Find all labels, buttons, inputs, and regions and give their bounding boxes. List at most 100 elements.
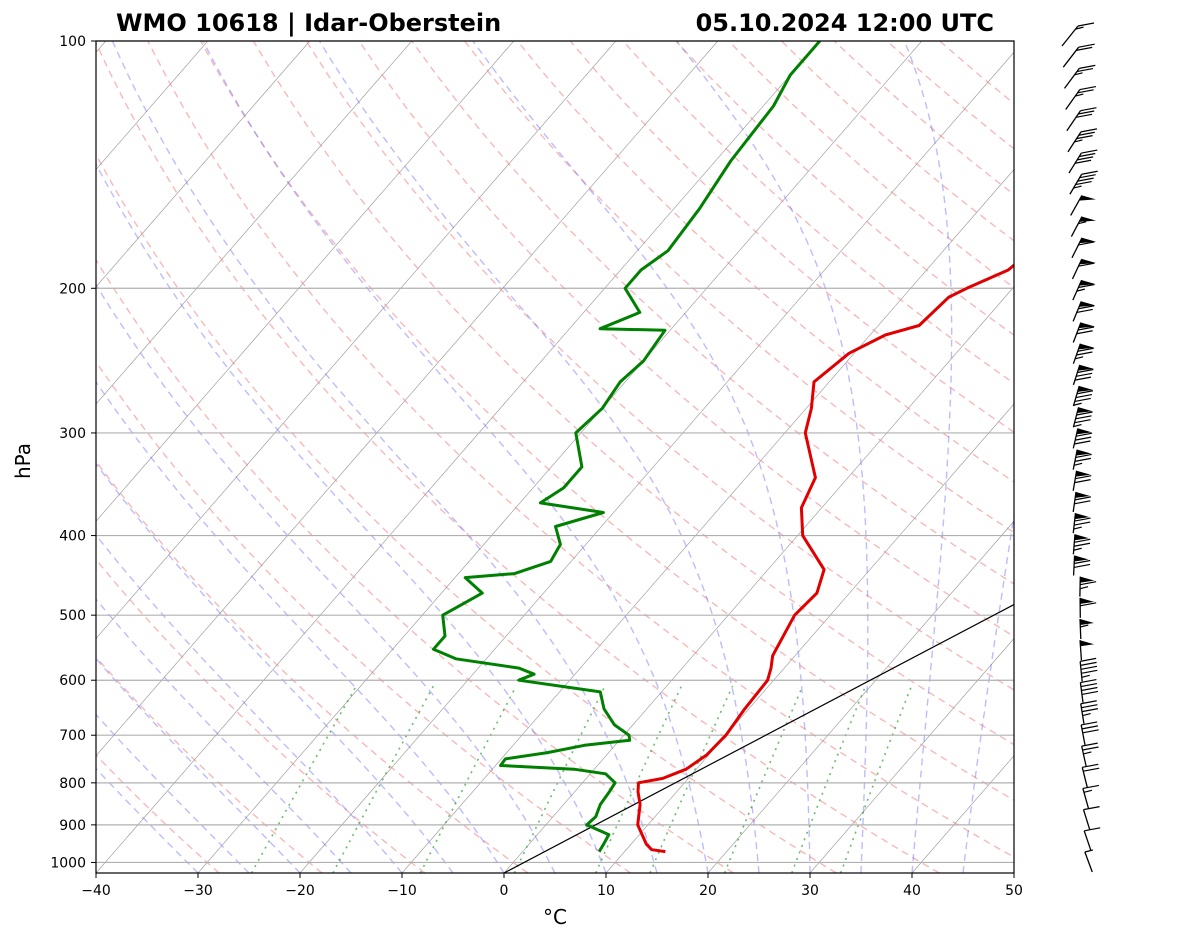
wind-barb-flag bbox=[1074, 517, 1091, 522]
moist-adiabat-line bbox=[676, 41, 869, 873]
wind-barb-half-flag bbox=[1076, 288, 1085, 292]
x-tick-label: −20 bbox=[285, 883, 315, 899]
wind-barb bbox=[1079, 657, 1098, 682]
isotherm-line bbox=[197, 41, 923, 873]
wind-barb-pennant bbox=[1079, 237, 1096, 244]
dry-adiabat-line bbox=[516, 41, 1014, 483]
wind-barb-flag bbox=[1077, 22, 1095, 27]
y-tick-label: 500 bbox=[59, 608, 86, 624]
dry-adiabat-line bbox=[728, 41, 1014, 289]
wind-barb-staff bbox=[1082, 809, 1091, 830]
wind-barb-half-flag bbox=[1073, 402, 1082, 406]
wind-barb-flag bbox=[1080, 700, 1097, 705]
wind-barb-pennant bbox=[1078, 364, 1094, 371]
wind-barb-flag bbox=[1080, 128, 1098, 133]
wind-barb-staff bbox=[1065, 89, 1081, 110]
dry-adiabat-line bbox=[147, 41, 1014, 859]
wind-barb bbox=[1082, 784, 1099, 809]
wind-barb-pennant bbox=[1078, 343, 1095, 350]
wind-barb-flag bbox=[1075, 475, 1092, 480]
wind-barb-staff bbox=[1070, 195, 1083, 216]
wind-barb-flag bbox=[1083, 767, 1100, 772]
wind-barb-staff bbox=[1072, 449, 1078, 470]
wind-barb-flag bbox=[1074, 440, 1091, 445]
wind-barb-staff bbox=[1071, 258, 1083, 280]
wind-barb-flag bbox=[1074, 397, 1091, 403]
wind-barb-half-flag bbox=[1081, 674, 1090, 678]
x-tick-label: 10 bbox=[597, 883, 615, 899]
dry-adiabat-line bbox=[780, 41, 1014, 242]
dry-adiabat-line bbox=[96, 460, 529, 873]
moist-adiabat-line bbox=[1013, 868, 1014, 873]
wind-barb-flag bbox=[1074, 500, 1091, 505]
x-tick-label: 40 bbox=[903, 883, 921, 899]
wind-barb-flag bbox=[1078, 283, 1095, 289]
dry-adiabat-line bbox=[96, 558, 426, 873]
y-tick-label: 600 bbox=[59, 673, 86, 689]
wind-barb bbox=[1081, 742, 1099, 767]
wind-barb-flag bbox=[1082, 763, 1099, 768]
wind-barb bbox=[1079, 640, 1095, 661]
wind-barb-staff bbox=[1072, 301, 1082, 322]
wind-barb-flag bbox=[1077, 89, 1094, 94]
moist-adiabat-line bbox=[96, 162, 607, 873]
wind-barb-flag bbox=[1083, 806, 1100, 811]
wind-barb bbox=[1079, 576, 1097, 597]
wind-barb-half-flag bbox=[1078, 221, 1087, 225]
wind-barb-half-flag bbox=[1073, 547, 1082, 551]
wind-barb-staff bbox=[1072, 364, 1081, 386]
chart-title-right: 05.10.2024 12:00 UTC bbox=[696, 9, 994, 37]
wind-barb bbox=[1068, 149, 1098, 174]
mixing-ratio-line bbox=[649, 685, 734, 873]
wind-barb bbox=[1071, 258, 1096, 280]
wind-barb-flag bbox=[1082, 729, 1099, 734]
dry-adiabat-line bbox=[833, 41, 1014, 196]
wind-barb-staff bbox=[1079, 618, 1082, 640]
wind-barb-pennant bbox=[1079, 216, 1096, 222]
wind-barb-staff bbox=[1072, 513, 1077, 534]
wind-barb bbox=[1072, 279, 1096, 301]
mixing-ratio-line bbox=[419, 685, 517, 873]
moist-adiabat-line bbox=[96, 713, 250, 873]
wind-barb-flag bbox=[1076, 308, 1093, 314]
wind-barb-flag bbox=[1076, 390, 1094, 395]
wind-barb-pennant bbox=[1080, 640, 1095, 647]
profile-lines bbox=[432, 41, 1014, 873]
wind-barb-half-flag bbox=[1074, 72, 1083, 76]
wind-barb bbox=[1072, 385, 1094, 407]
isotherm-line bbox=[401, 169, 1014, 873]
wind-barb-staff bbox=[1083, 830, 1092, 852]
wind-barb bbox=[1082, 806, 1100, 830]
dry-adiabat-line bbox=[305, 41, 1014, 691]
wind-barb-half-flag bbox=[1074, 139, 1083, 143]
wind-barb-staff bbox=[1080, 703, 1085, 724]
wind-barb-flag bbox=[1080, 678, 1097, 684]
wind-barb bbox=[1072, 449, 1092, 470]
dry-adiabat-line bbox=[96, 753, 220, 873]
isotherm-line bbox=[1116, 41, 1181, 873]
x-tick-label: −30 bbox=[183, 883, 213, 899]
dry-adiabat-line bbox=[199, 41, 1014, 802]
wind-barb-flag bbox=[1077, 368, 1094, 374]
dry-adiabat-line bbox=[411, 41, 1014, 585]
wind-barb-half-flag bbox=[1073, 424, 1082, 428]
wind-barb-staff bbox=[1081, 745, 1087, 767]
wind-barb-flag bbox=[1078, 131, 1095, 136]
dewpoint-profile-line bbox=[432, 41, 821, 853]
dry-adiabat-line bbox=[96, 656, 323, 873]
wind-barb-flag bbox=[1082, 784, 1099, 790]
wind-barb-pennant bbox=[1079, 280, 1096, 286]
wind-barb-flag bbox=[1075, 453, 1092, 459]
wind-barb-flag bbox=[1077, 326, 1095, 331]
wind-barb-staff bbox=[1072, 555, 1076, 576]
wind-barb-flag bbox=[1075, 432, 1093, 437]
wind-barb bbox=[1071, 237, 1096, 259]
isotherm-line bbox=[1013, 872, 1014, 873]
wind-barb-staff bbox=[1079, 640, 1083, 661]
wind-barb-pennant bbox=[1078, 322, 1095, 329]
wind-barb bbox=[1079, 678, 1099, 703]
wind-barb-flag bbox=[1079, 152, 1096, 158]
wind-barb-staff bbox=[1063, 67, 1080, 89]
wind-barb-flag bbox=[1075, 113, 1093, 118]
wind-barb-flag bbox=[1074, 159, 1092, 164]
